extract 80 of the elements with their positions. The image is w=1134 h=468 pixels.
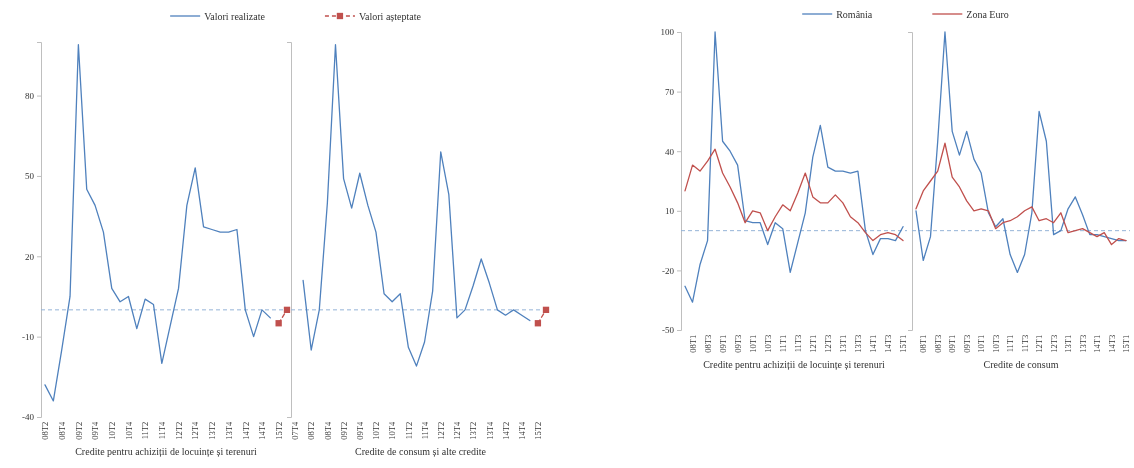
x-axis-title: Credite de consum și alte credite <box>355 446 487 457</box>
x-tick-label: 12T4 <box>452 420 463 440</box>
x-tick-label: 14T2 <box>240 421 251 440</box>
y-tick-label: 80 <box>25 90 35 101</box>
x-tick-label: 11T1 <box>777 334 788 353</box>
x-tick-label: 10T2 <box>371 421 382 440</box>
x-tick-label: 08T2 <box>306 421 317 440</box>
x-tick-label: 14T3 <box>1106 334 1117 353</box>
x-tick-label: 11T4 <box>157 420 168 440</box>
x-tick-label: 08T3 <box>702 334 713 353</box>
legend-label: Valori așteptate <box>358 10 422 22</box>
x-tick-label: 15T2 <box>533 421 544 440</box>
x-tick-label: 11T4 <box>419 420 430 440</box>
x-tick-label: 13T2 <box>207 421 218 440</box>
y-tick-label: 20 <box>25 251 35 262</box>
x-tick-label: 14T3 <box>883 334 894 353</box>
y-tick-label: 100 <box>660 27 675 38</box>
x-tick-label: 13T1 <box>1063 334 1074 353</box>
x-tick-label: 11T2 <box>403 421 414 440</box>
y-tick-label: -20 <box>662 265 675 276</box>
x-tick-label: 10T3 <box>762 334 773 353</box>
x-tick-label: 10T1 <box>976 334 987 353</box>
x-tick-label: 12T4 <box>190 420 201 440</box>
y-tick-label: 40 <box>665 146 675 157</box>
x-tick-label: 09T2 <box>338 421 349 440</box>
x-tick-label: 09T1 <box>947 334 958 353</box>
x-tick-label: 15T1 <box>1121 334 1132 353</box>
y-tick-label: 70 <box>665 86 675 97</box>
x-tick-label: 09T1 <box>717 334 728 353</box>
x-tick-label: 08T1 <box>918 334 929 353</box>
x-tick-label: 08T2 <box>40 421 51 440</box>
x-tick-label: 11T3 <box>1019 334 1030 353</box>
x-tick-label: 12T3 <box>823 334 834 353</box>
y-tick-label: -40 <box>22 412 35 423</box>
legend-label: România <box>836 8 873 20</box>
x-tick-label: 12T2 <box>435 421 446 440</box>
x-tick-label: 12T1 <box>1034 334 1045 353</box>
x-tick-label: 10T4 <box>123 420 134 440</box>
x-tick-label: 08T1 <box>687 334 698 353</box>
x-tick-label: 09T3 <box>961 334 972 353</box>
x-tick-label: 15T1 <box>898 334 909 353</box>
x-tick-label: 14T4 <box>516 420 527 440</box>
y-tick-label: 10 <box>665 206 675 217</box>
x-tick-label: 09T2 <box>73 421 84 440</box>
x-tick-label: 11T3 <box>792 334 803 353</box>
x-tick-label: 12T2 <box>173 421 184 440</box>
x-axis-title: Credite pentru achiziții de locuințe și terenuri <box>75 446 258 457</box>
x-tick-label: 13T1 <box>838 334 849 353</box>
x-tick-label: 10T3 <box>990 334 1001 353</box>
x-tick-label: 13T4 <box>484 420 495 440</box>
y-tick-label: -10 <box>22 332 35 343</box>
y-tick-label: 50 <box>25 171 35 182</box>
x-tick-label: 08T4 <box>322 420 333 440</box>
x-tick-label: 11T2 <box>140 421 151 440</box>
x-tick-label: 13T3 <box>853 334 864 353</box>
x-tick-label: 14T1 <box>1092 334 1103 353</box>
x-tick-label: 15T2 <box>273 421 284 440</box>
x-tick-label: 11T1 <box>1005 334 1016 353</box>
x-tick-label: 10T2 <box>106 421 117 440</box>
x-tick-label: 10T4 <box>387 420 398 440</box>
legend-label: Valori realizate <box>204 10 266 22</box>
legend-label: Zona Euro <box>966 8 1009 20</box>
x-tick-label: 13T2 <box>468 421 479 440</box>
x-tick-label: 12T3 <box>1048 334 1059 353</box>
x-axis-title: Credite pentru achiziții de locuințe și terenuri <box>703 359 886 370</box>
x-tick-label: 08T4 <box>56 420 67 440</box>
x-axis-title: Credite de consum <box>983 359 1059 370</box>
x-tick-label: 12T1 <box>808 334 819 353</box>
x-tick-label: 13T4 <box>223 420 234 440</box>
x-tick-label: 09T4 <box>90 420 101 440</box>
x-tick-label: 07T4 <box>290 420 301 440</box>
x-tick-label: 09T3 <box>732 334 743 353</box>
x-tick-label: 08T3 <box>932 334 943 353</box>
x-tick-label: 13T3 <box>1077 334 1088 353</box>
x-tick-label: 09T4 <box>354 420 365 440</box>
y-tick-label: -50 <box>662 325 675 336</box>
x-tick-label: 10T1 <box>747 334 758 353</box>
x-tick-label: 14T2 <box>500 421 511 440</box>
x-tick-label: 14T1 <box>868 334 879 353</box>
x-tick-label: 14T4 <box>257 420 268 440</box>
